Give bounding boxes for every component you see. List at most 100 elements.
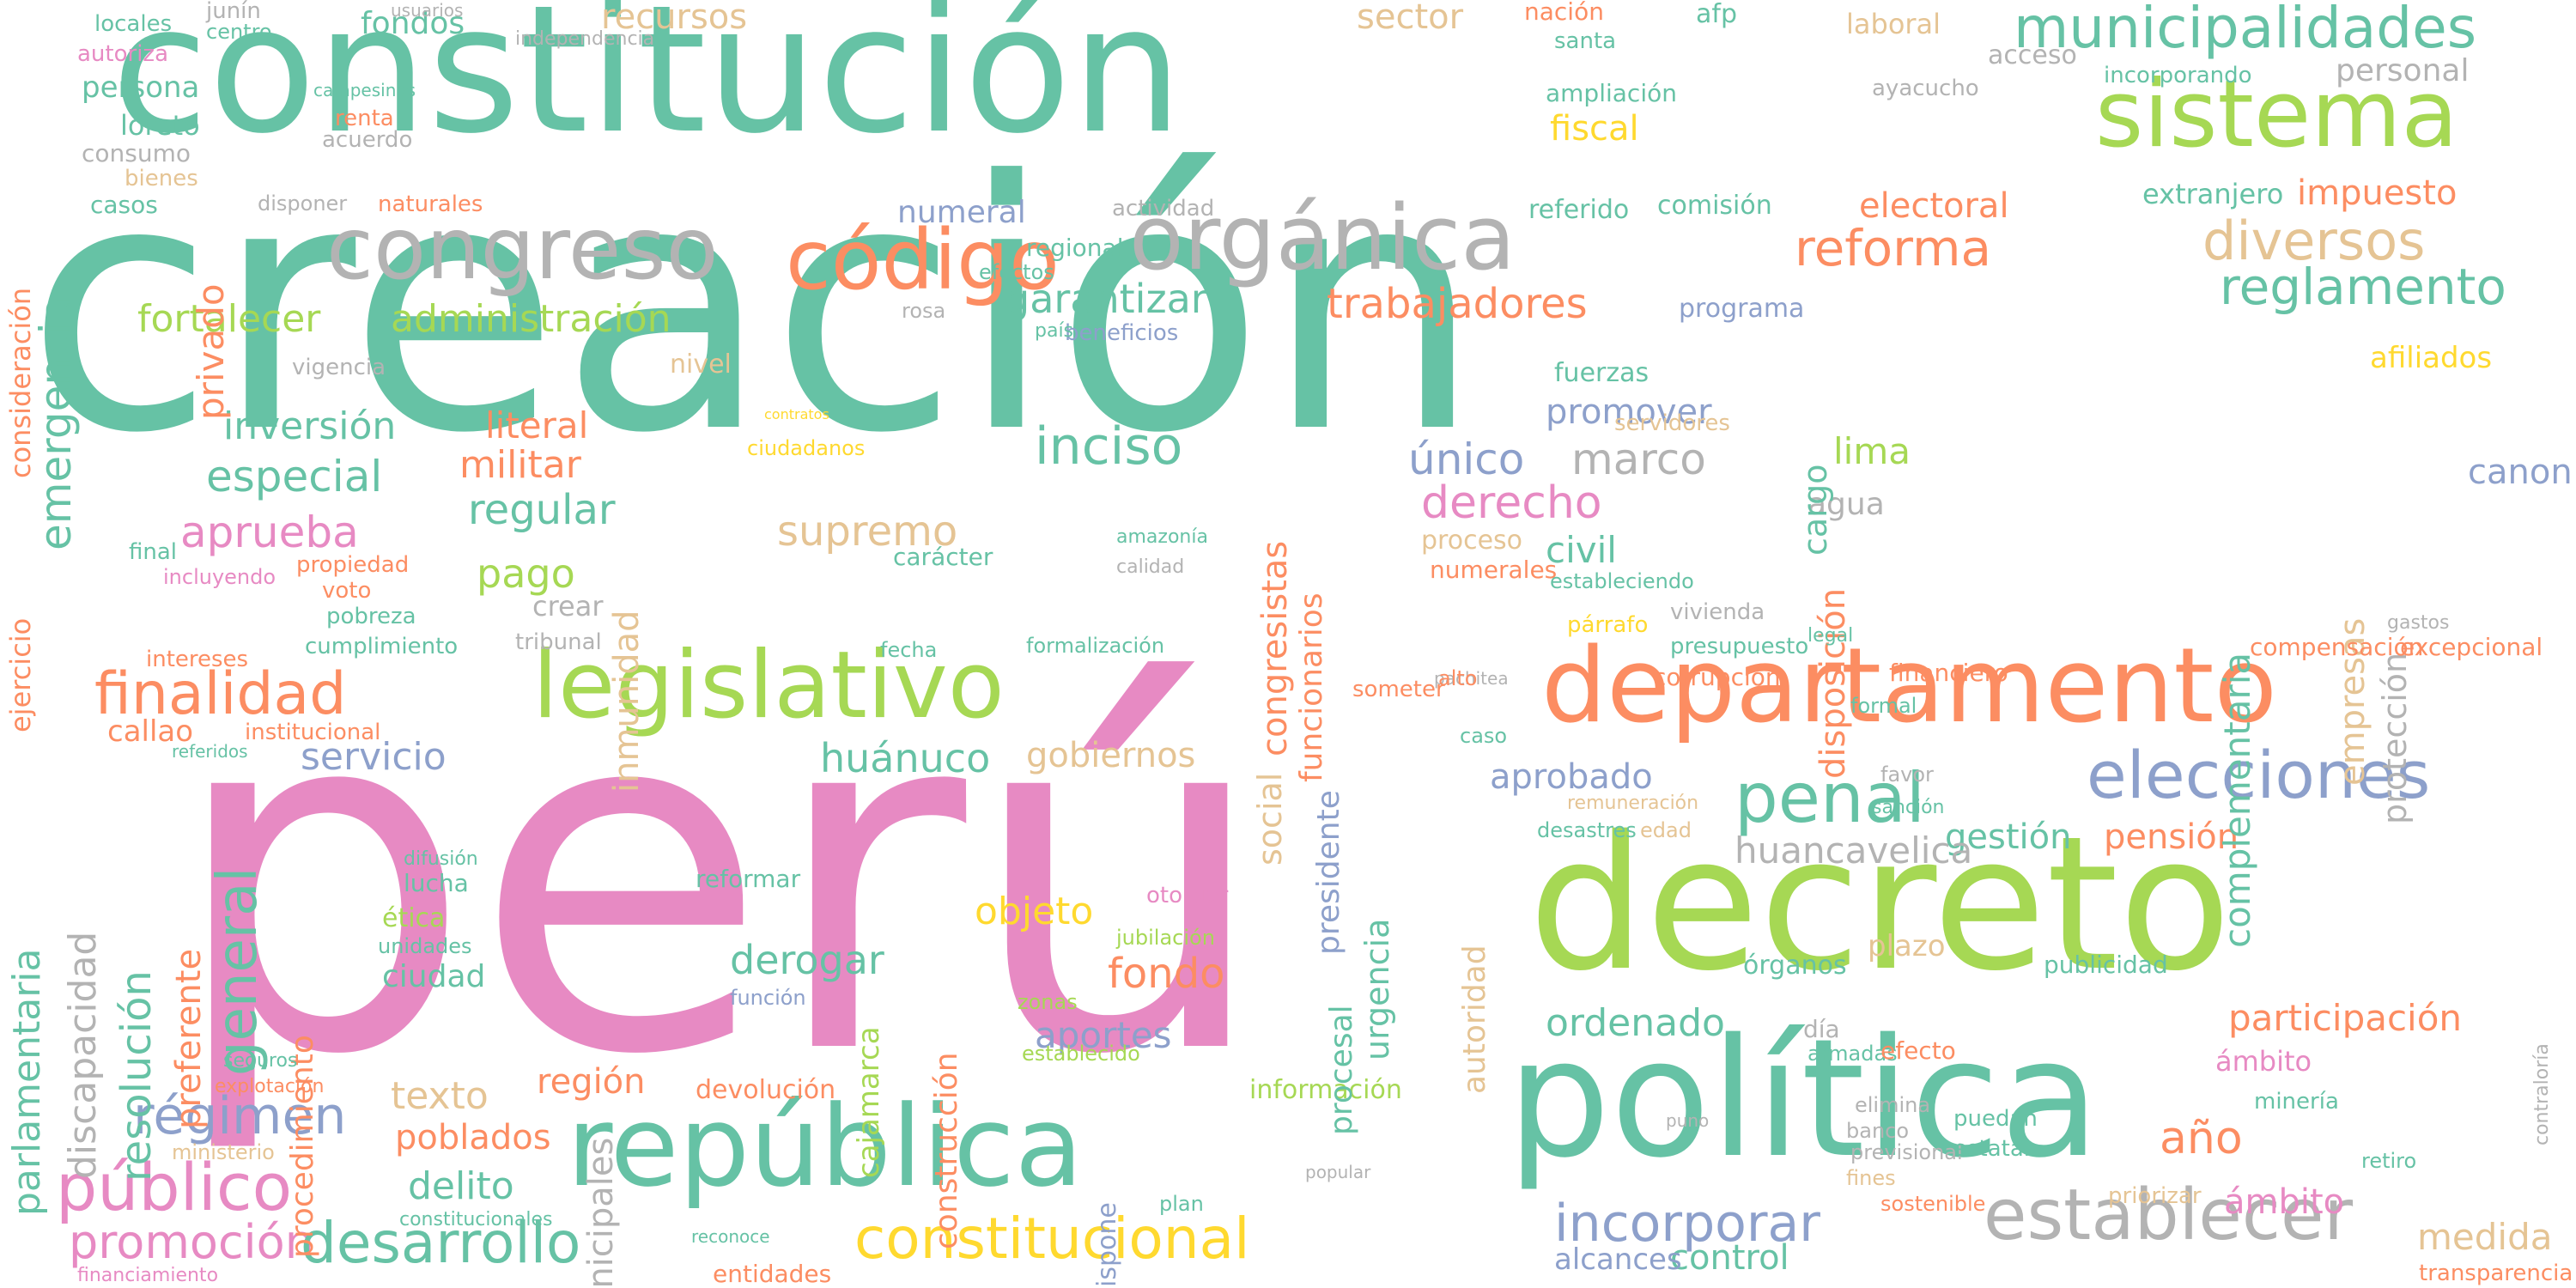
word: zonas — [1018, 990, 1078, 1014]
word: regional — [1026, 234, 1124, 262]
word: recursos — [601, 0, 748, 37]
word: órganos — [1743, 951, 1847, 981]
word: control — [1670, 1238, 1789, 1278]
word: social — [1251, 772, 1289, 866]
word: urgencia — [1358, 918, 1396, 1060]
word: minería — [2254, 1089, 2339, 1115]
word: vigencia — [292, 355, 386, 380]
word: comisión — [1657, 191, 1772, 221]
word: devolución — [696, 1075, 836, 1105]
word: poblados — [395, 1118, 551, 1157]
word: armadas — [1807, 1042, 1898, 1066]
word: preferente — [169, 948, 209, 1129]
word: creación — [26, 109, 1483, 508]
word: naturales — [378, 191, 483, 217]
word: penal — [1735, 758, 1925, 838]
word: supremo — [777, 507, 958, 556]
word: actividad — [1112, 196, 1215, 222]
word: acceso — [1988, 40, 2077, 70]
word: ética — [382, 903, 446, 933]
word: caso — [1460, 724, 1508, 748]
word: huánuco — [820, 735, 991, 781]
word: tribunal — [515, 629, 602, 655]
word: gobiernos — [1026, 736, 1196, 775]
word: referidos — [172, 741, 248, 762]
word: usuarios — [391, 0, 464, 21]
word: ampliación — [1546, 79, 1677, 107]
word: cajamarca — [852, 1026, 886, 1178]
word: aprobado — [1490, 757, 1653, 797]
word: callao — [107, 714, 194, 749]
word: información — [1249, 1075, 1402, 1105]
word: constitución — [112, 0, 1183, 173]
word: municipalidades — [2014, 0, 2477, 61]
word: bienes — [125, 166, 198, 191]
word: carácter — [893, 543, 993, 571]
word: explotación — [215, 1076, 325, 1097]
word: publicidad — [2044, 951, 2168, 979]
word: numeral — [897, 195, 1026, 230]
word: civil — [1546, 529, 1617, 571]
word: parlamentaria — [5, 948, 49, 1216]
word: jubilación — [1116, 926, 1215, 950]
word: perú — [167, 600, 1272, 1160]
word: locales — [94, 11, 173, 37]
word: inciso — [1035, 416, 1183, 477]
word: independencia — [515, 28, 655, 50]
word: numerales — [1430, 556, 1558, 584]
word: autoridad — [1457, 945, 1492, 1094]
word: casos — [90, 191, 158, 219]
word: corrupción — [1653, 663, 1781, 691]
word: reglamento — [2220, 258, 2506, 316]
word: fiscal — [1550, 109, 1639, 149]
word: república — [567, 1081, 1084, 1212]
word: afiliados — [2370, 341, 2493, 375]
word: ciudadanos — [747, 436, 866, 460]
word: delito — [408, 1164, 514, 1208]
word: personal — [2336, 53, 2470, 88]
word: contratos — [764, 406, 829, 422]
word: entidades — [713, 1260, 832, 1288]
word: marco — [1571, 434, 1706, 484]
word: código — [786, 212, 1060, 308]
word: trabajadores — [1327, 280, 1588, 328]
word: objeto — [975, 890, 1094, 933]
word: año — [2160, 1113, 2243, 1164]
word: formal — [1850, 694, 1917, 718]
word: día — [1803, 1015, 1840, 1043]
word: congreso — [326, 198, 719, 299]
word: estatal — [1953, 1136, 2031, 1162]
word: impuesto — [2297, 173, 2458, 213]
word: pago — [477, 550, 575, 597]
word: párrafo — [1567, 612, 1649, 638]
word: huancavelica — [1735, 829, 1973, 872]
word: incorporar — [1554, 1194, 1820, 1254]
word: política — [1507, 1004, 2100, 1194]
word: constitucional — [854, 1206, 1250, 1272]
word: general — [206, 866, 270, 1076]
word: administración — [391, 297, 671, 341]
word: propiedad — [296, 552, 410, 578]
word: unidades — [378, 934, 472, 958]
word: efectos — [979, 260, 1054, 284]
word: autoriza — [77, 41, 169, 67]
word: priorizar — [2108, 1183, 2202, 1209]
word: servicio — [301, 735, 447, 779]
word: aportes — [1035, 1014, 1172, 1056]
word: alcances — [1554, 1242, 1682, 1277]
word: proceso — [1421, 526, 1523, 556]
word: resolución — [112, 970, 161, 1182]
word: acuerdo — [322, 127, 413, 153]
word: otorgar — [1146, 883, 1229, 908]
word: emergencia — [31, 295, 81, 550]
word: discapacidad — [61, 931, 105, 1179]
word: someter — [1352, 677, 1445, 702]
word: reforma — [1795, 219, 1992, 277]
word: incorporando — [2104, 63, 2252, 88]
word: decreto — [1528, 796, 2232, 1012]
word: transparencia — [2419, 1261, 2573, 1286]
word: fecha — [880, 638, 938, 662]
word: banco — [1846, 1119, 1910, 1143]
word: excepcional — [2400, 633, 2543, 661]
word: reformar — [696, 865, 801, 893]
